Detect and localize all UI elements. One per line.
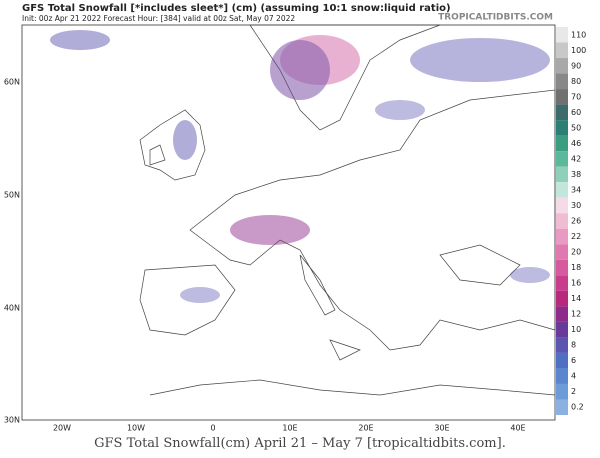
colorbar-label: 70: [571, 92, 581, 101]
lat-label: 60N: [4, 78, 20, 87]
colorbar-label: 60: [571, 108, 581, 117]
lon-labels: 20W 10W 0 10E 20E 30E 40E: [53, 424, 526, 433]
colorbar-label: 50: [571, 123, 581, 132]
lat-label: 50N: [4, 191, 20, 200]
colorbar-label: 38: [571, 170, 581, 179]
colorbar-swatch: [556, 166, 568, 183]
lon-label: 20E: [358, 424, 373, 433]
lon-label: 10W: [127, 424, 145, 433]
colorbar-label: 110: [571, 30, 586, 39]
colorbar-label: 90: [571, 61, 581, 70]
colorbar-swatch: [556, 368, 568, 384]
lon-label: 40E: [510, 424, 525, 433]
colorbar-label: 6: [571, 356, 576, 365]
colorbar-swatch: [556, 135, 568, 152]
lat-labels: 60N 50N 40N 30N: [4, 78, 20, 425]
colorbar-label: 100: [571, 46, 586, 55]
colorbar: 1101009080706050464238343026222018161412…: [556, 27, 586, 415]
colorbar-swatch: [556, 213, 568, 229]
colorbar-swatch: [556, 120, 568, 136]
colorbar-label: 16: [571, 279, 581, 288]
colorbar-label: 22: [571, 232, 581, 241]
colorbar-label: 80: [571, 77, 581, 86]
colorbar-label: 34: [571, 185, 581, 194]
colorbar-label: 30: [571, 201, 581, 210]
colorbar-swatch: [556, 182, 568, 198]
colorbar-swatch: [556, 58, 568, 74]
lon-label: 30E: [434, 424, 449, 433]
colorbar-swatch: [556, 290, 568, 307]
colorbar-label: 18: [571, 263, 581, 272]
colorbar-swatch: [556, 352, 568, 369]
colorbar-swatch: [556, 27, 568, 43]
colorbar-label: 20: [571, 248, 581, 257]
colorbar-swatch: [556, 337, 568, 353]
colorbar-swatch: [556, 151, 568, 167]
map-title: GFS Total Snowfall [*includes sleet*] (c…: [22, 3, 451, 14]
colorbar-swatch: [556, 399, 568, 415]
lon-label: 10E: [282, 424, 297, 433]
colorbar-swatch: [556, 259, 568, 276]
colorbar-swatch: [556, 306, 568, 322]
colorbar-swatch: [556, 228, 568, 245]
colorbar-swatch: [556, 73, 568, 90]
watermark: TROPICALTIDBITS.COM: [438, 13, 553, 23]
colorbar-label: 4: [571, 372, 576, 381]
colorbar-swatch: [556, 244, 568, 260]
colorbar-swatch: [556, 275, 568, 291]
colorbar-label: 14: [571, 294, 581, 303]
lat-label: 30N: [4, 416, 20, 425]
caption: GFS Total Snowfall(cm) April 21 – May 7 …: [94, 436, 506, 451]
lon-label: 20W: [53, 424, 71, 433]
colorbar-label: 46: [571, 139, 581, 148]
colorbar-label: 2: [571, 387, 576, 396]
lat-label: 40N: [4, 304, 20, 313]
colorbar-label: 26: [571, 217, 581, 226]
colorbar-label: 0.2: [571, 403, 584, 412]
colorbar-label: 12: [571, 310, 581, 319]
colorbar-swatch: [556, 42, 568, 59]
map-area: [21, 24, 556, 421]
map-figure: GFS Total Snowfall [*includes sleet*] (c…: [4, 3, 586, 433]
colorbar-label: 10: [571, 325, 581, 334]
colorbar-swatch: [556, 197, 568, 214]
colorbar-swatch: [556, 383, 568, 400]
colorbar-swatch: [556, 321, 568, 338]
colorbar-swatch: [556, 104, 568, 121]
colorbar-label: 42: [571, 154, 581, 163]
colorbar-swatch: [556, 89, 568, 105]
colorbar-label: 8: [571, 341, 576, 350]
lon-label: 0: [210, 424, 215, 433]
map-subtitle: Init: 00z Apr 21 2022 Forecast Hour: [38…: [22, 14, 295, 23]
